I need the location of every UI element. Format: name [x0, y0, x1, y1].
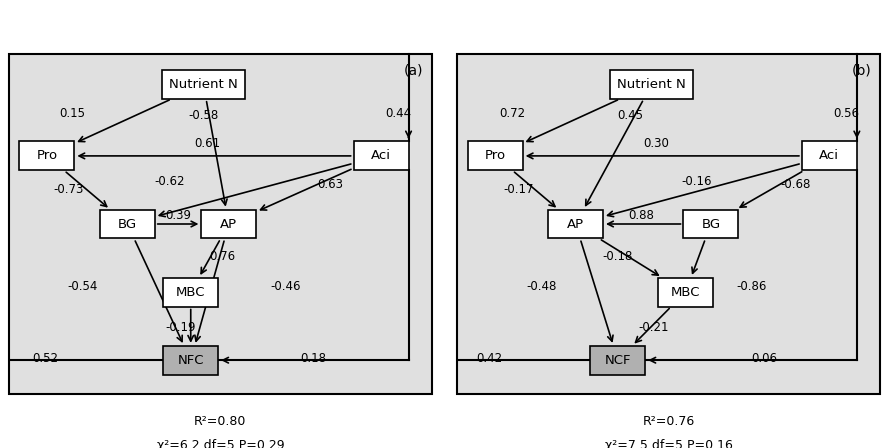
FancyBboxPatch shape: [611, 70, 693, 99]
Text: -0.62: -0.62: [155, 175, 185, 188]
Text: 0.76: 0.76: [210, 250, 236, 263]
Text: AP: AP: [220, 217, 237, 231]
Text: AP: AP: [567, 217, 584, 231]
Text: -0.18: -0.18: [603, 250, 633, 263]
Text: -0.19: -0.19: [165, 321, 196, 334]
Text: -0.68: -0.68: [781, 178, 811, 191]
FancyBboxPatch shape: [684, 210, 739, 238]
Text: 0.45: 0.45: [618, 108, 644, 121]
FancyBboxPatch shape: [20, 142, 75, 170]
Text: 0.30: 0.30: [643, 138, 669, 151]
Text: BG: BG: [117, 217, 137, 231]
Text: NFC: NFC: [178, 353, 204, 367]
Text: Aci: Aci: [371, 149, 391, 163]
Text: -0.58: -0.58: [188, 108, 219, 121]
Text: -0.73: -0.73: [53, 183, 84, 197]
Text: Pro: Pro: [485, 149, 506, 163]
Text: 0.52: 0.52: [32, 352, 58, 365]
Text: χ²=7.5 df=5 P=0.16: χ²=7.5 df=5 P=0.16: [605, 439, 733, 448]
Text: 0.06: 0.06: [751, 352, 777, 365]
FancyBboxPatch shape: [468, 142, 523, 170]
Text: 0.42: 0.42: [476, 352, 502, 365]
Text: Nutrient N: Nutrient N: [169, 78, 238, 91]
FancyBboxPatch shape: [658, 278, 713, 306]
Text: R²=0.80: R²=0.80: [194, 415, 246, 428]
Text: Aci: Aci: [820, 149, 839, 163]
FancyBboxPatch shape: [201, 210, 256, 238]
Text: -0.48: -0.48: [526, 280, 557, 293]
FancyBboxPatch shape: [354, 142, 409, 170]
Text: -0.54: -0.54: [68, 280, 98, 293]
FancyBboxPatch shape: [802, 142, 857, 170]
Text: 0.44: 0.44: [385, 107, 411, 120]
Text: R²=0.76: R²=0.76: [643, 415, 695, 428]
Text: -0.21: -0.21: [638, 321, 669, 334]
Text: 0.61: 0.61: [195, 138, 220, 151]
Text: 0.63: 0.63: [317, 178, 343, 191]
Text: MBC: MBC: [671, 285, 701, 299]
Text: -0.46: -0.46: [270, 280, 301, 293]
Text: (a): (a): [404, 64, 423, 78]
Text: -0.86: -0.86: [736, 280, 766, 293]
FancyBboxPatch shape: [162, 70, 244, 99]
Text: 0.88: 0.88: [629, 209, 654, 222]
Text: -0.17: -0.17: [503, 183, 533, 197]
Text: (b): (b): [852, 64, 871, 78]
Text: BG: BG: [701, 217, 720, 231]
Text: 0.56: 0.56: [833, 107, 860, 120]
FancyBboxPatch shape: [549, 210, 603, 238]
FancyBboxPatch shape: [457, 54, 880, 394]
Text: χ²=6.2 df=5 P=0.29: χ²=6.2 df=5 P=0.29: [156, 439, 284, 448]
Text: Nutrient N: Nutrient N: [617, 78, 686, 91]
FancyBboxPatch shape: [100, 210, 155, 238]
Text: 0.39: 0.39: [165, 209, 191, 222]
Text: 0.18: 0.18: [300, 352, 326, 365]
Text: -0.16: -0.16: [681, 175, 711, 188]
Text: 0.72: 0.72: [499, 107, 525, 120]
Text: NCF: NCF: [605, 353, 631, 367]
FancyBboxPatch shape: [9, 54, 432, 394]
Text: 0.15: 0.15: [60, 107, 85, 120]
FancyBboxPatch shape: [164, 278, 218, 306]
Text: Pro: Pro: [36, 149, 58, 163]
FancyBboxPatch shape: [164, 346, 218, 375]
Text: MBC: MBC: [176, 285, 205, 299]
FancyBboxPatch shape: [590, 346, 645, 375]
